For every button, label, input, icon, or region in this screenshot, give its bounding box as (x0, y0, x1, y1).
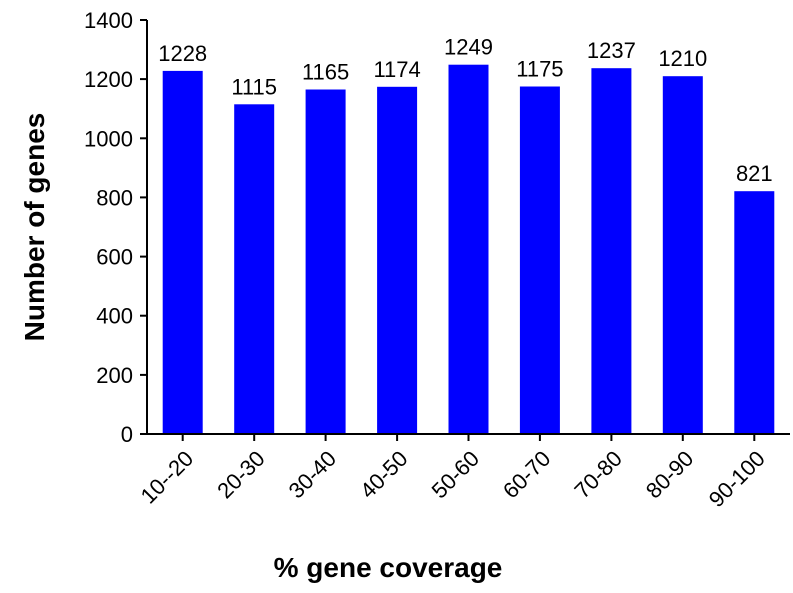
bar-90-100 (734, 191, 775, 434)
bar-40-50 (377, 86, 418, 435)
y-tick-label-200: 200 (96, 363, 133, 388)
bar-50-60 (448, 64, 489, 434)
bar-70-80 (591, 68, 632, 434)
y-tick-label-800: 800 (96, 185, 133, 210)
x-tick-label-90-100: 90-100 (704, 446, 770, 512)
y-tick-label-1200: 1200 (84, 67, 133, 92)
x-tick-label-50-60: 50-60 (427, 446, 484, 503)
bar-10--20 (162, 70, 203, 435)
data-label-40-50: 1174 (373, 57, 420, 82)
x-tick-label-20-30: 20-30 (212, 446, 269, 503)
x-tick-label-30-40: 30-40 (284, 446, 341, 503)
data-label-90-100: 821 (736, 161, 773, 186)
x-tick-label-60-70: 60-70 (498, 446, 555, 503)
bar-60-70 (519, 86, 560, 434)
y-axis-title: Number of genes (19, 113, 50, 342)
data-label-20-30: 1115 (231, 74, 277, 99)
y-tick-label-600: 600 (96, 245, 133, 270)
data-labels: 1228 1115 1165 1174 1249 1175 1237 1210 821 (158, 35, 773, 186)
data-label-50-60: 1249 (444, 35, 493, 60)
y-ticks: 0 200 400 600 800 1000 1200 1400 (84, 8, 147, 447)
data-label-30-40: 1165 (302, 60, 349, 85)
data-label-10--20: 1228 (158, 41, 207, 66)
x-tick-label-10--20: 10--20 (136, 446, 199, 509)
x-tick-label-40-50: 40-50 (355, 446, 412, 503)
x-tick-label-80-90: 80-90 (641, 446, 698, 503)
y-tick-label-400: 400 (96, 304, 133, 329)
bars-layer (162, 64, 775, 435)
data-label-60-70: 1175 (516, 57, 563, 82)
x-tick-label-70-80: 70-80 (569, 446, 626, 503)
bar-30-40 (305, 89, 346, 434)
x-axis-title: % gene coverage (274, 552, 503, 583)
bar-20-30 (234, 104, 275, 435)
x-ticks: 10--20 20-30 30-40 40-50 50-60 60-70 70-80 80-9… (136, 434, 770, 512)
y-tick-label-1400: 1400 (84, 8, 133, 33)
y-tick-label-1000: 1000 (84, 126, 133, 151)
bar-80-90 (662, 76, 703, 434)
y-tick-label-0: 0 (121, 422, 133, 447)
data-label-80-90: 1210 (658, 46, 707, 71)
data-label-70-80: 1237 (587, 38, 636, 63)
